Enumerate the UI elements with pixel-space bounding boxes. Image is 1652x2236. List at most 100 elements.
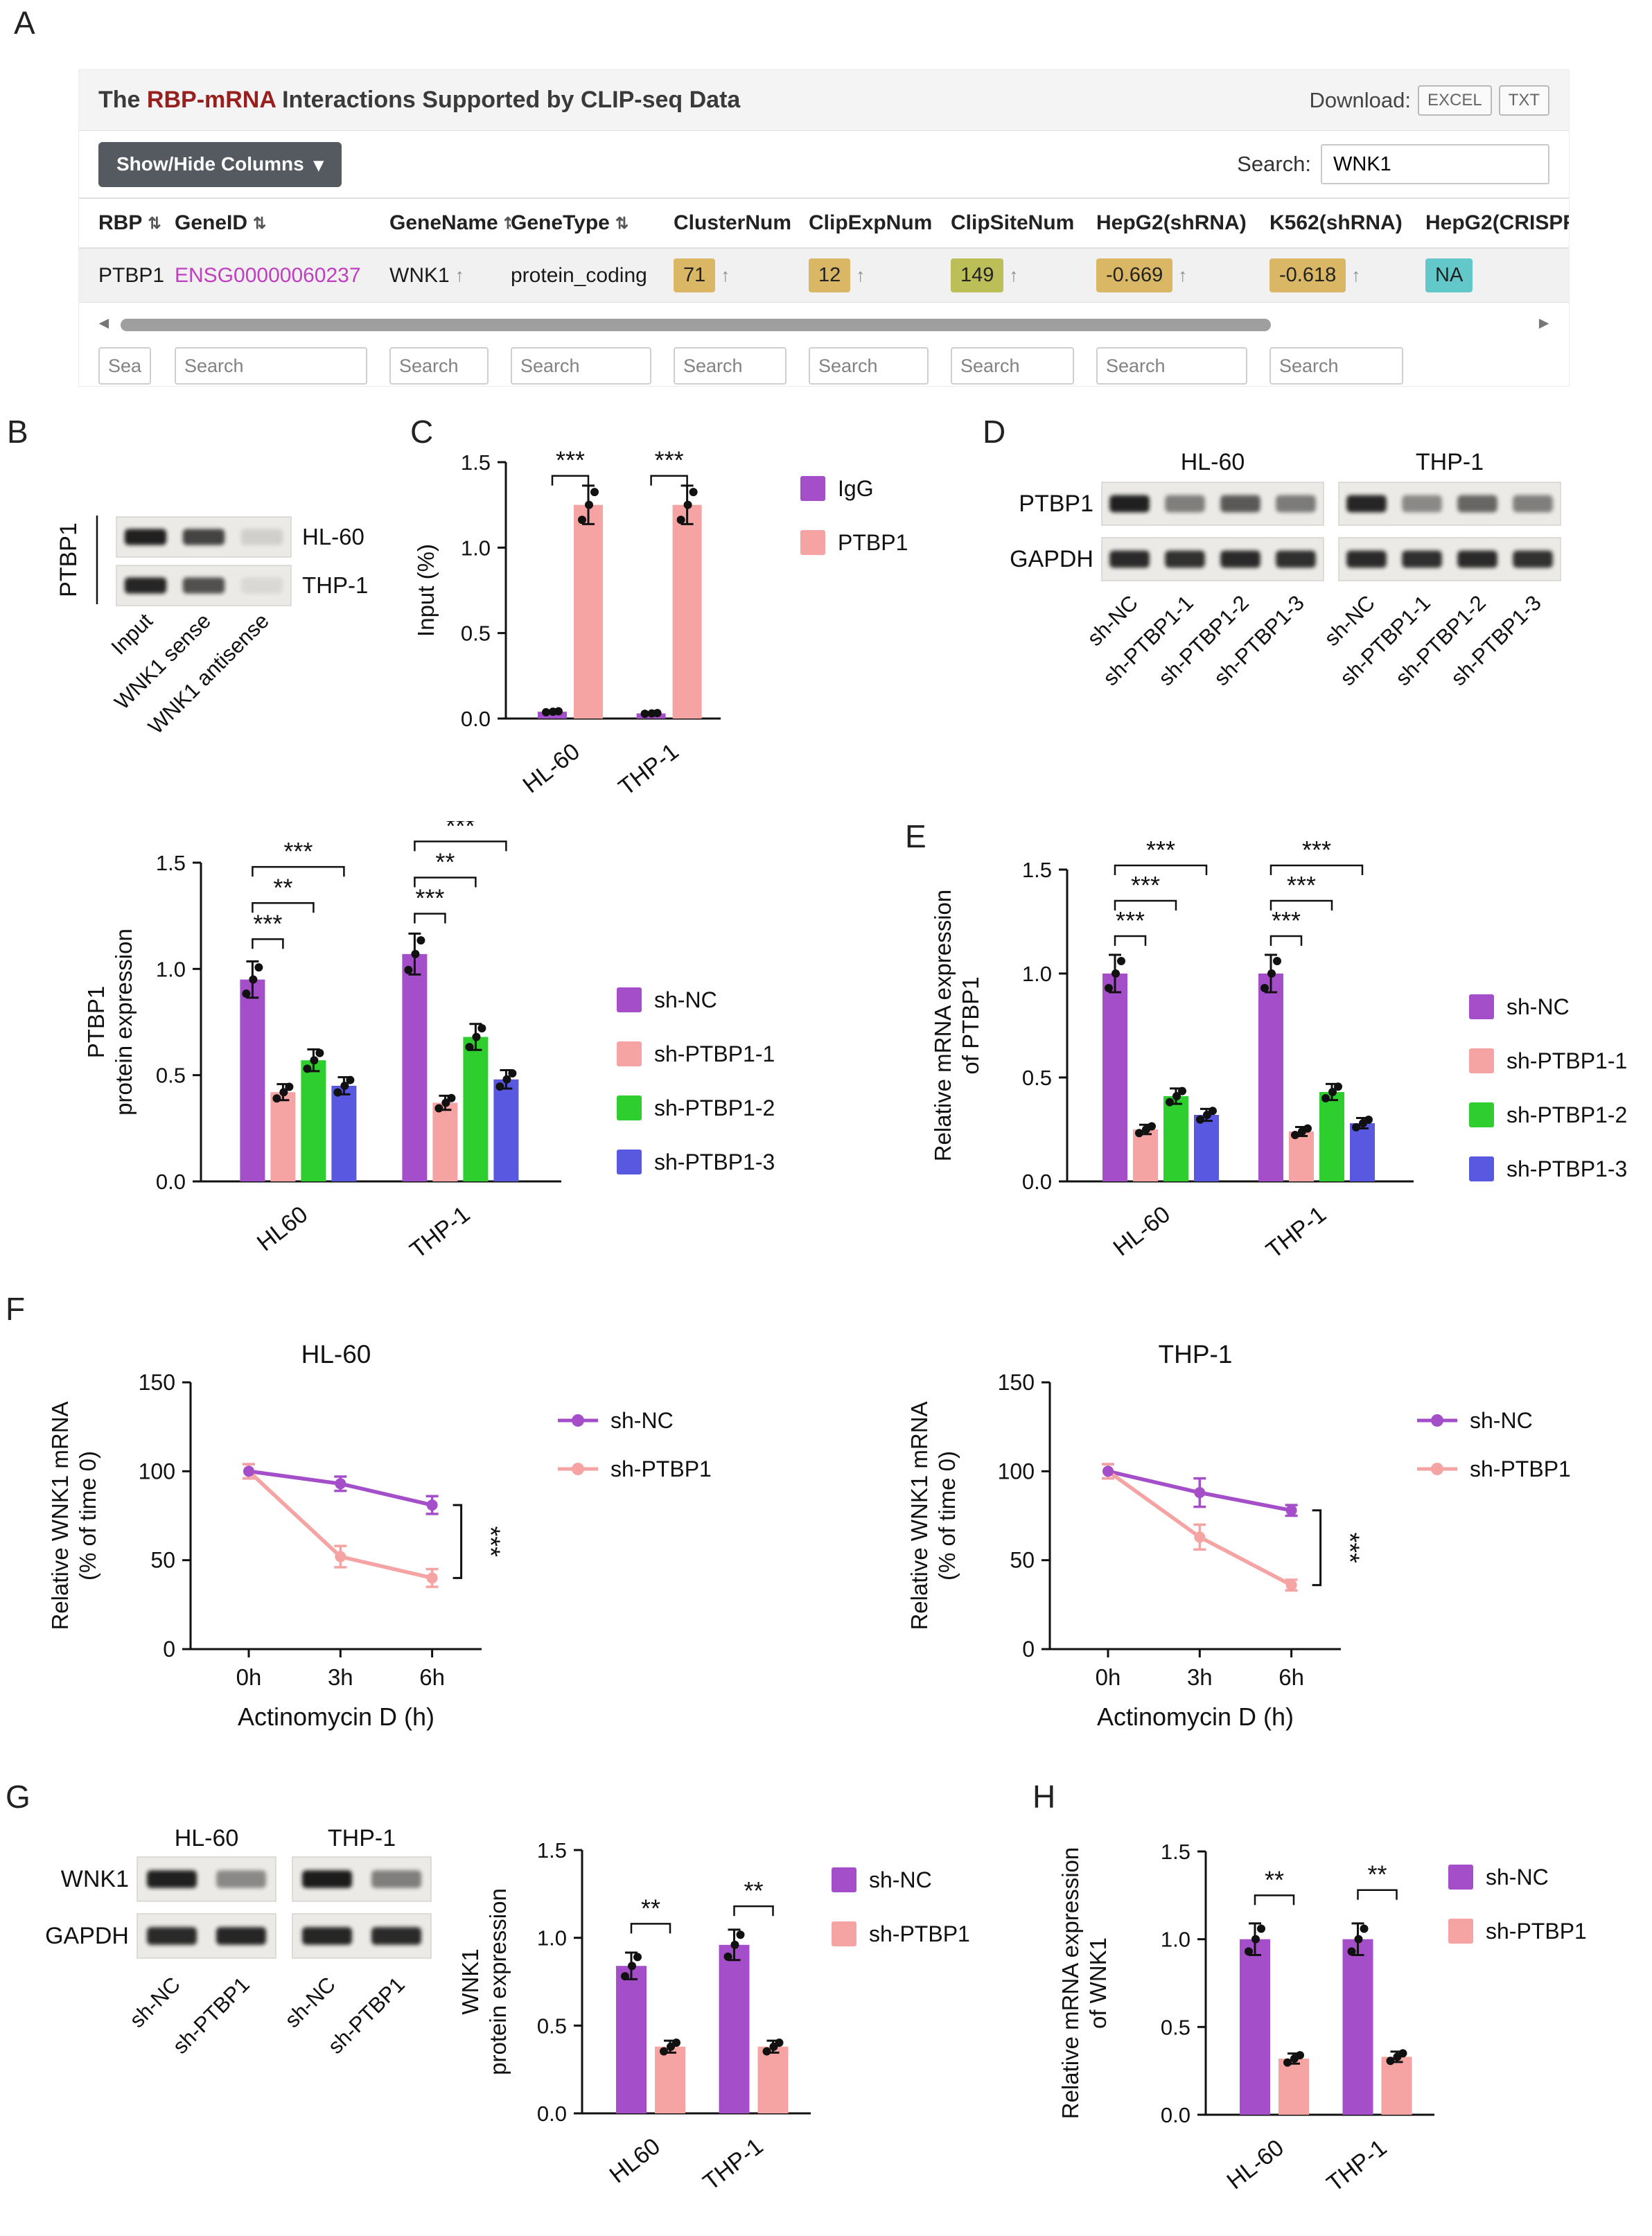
svg-text:sh-NC: sh-NC [610,1408,674,1433]
panel-c-rip-bar-chart: 0.0 0.5 1.0 1.5 Input (%) HL-60 THP-1 *** *** IgG… [388,424,956,826]
svg-text:THP-1: THP-1 [405,1201,475,1263]
scroll-left-icon[interactable]: ◄ [96,314,112,333]
svg-text:GAPDH: GAPDH [1010,546,1093,572]
value-chip: NA [1425,258,1473,292]
panel-h-wnk1-mrna-chart: 0.0 0.5 1.0 1.5 Relative mRNA expressionof W… [1046,1799,1642,2233]
svg-text:sh-PTBP1: sh-PTBP1 [1470,1456,1571,1481]
sort-up-icon: ↑ [1178,265,1188,285]
column-search-input-hepg2-shrna[interactable] [1096,347,1247,385]
column-search-input-geneid[interactable] [175,347,367,385]
sort-icon: ⇅ [504,214,511,233]
scrollbar-thumb[interactable] [121,319,1271,331]
column-search-input-rbp[interactable] [98,347,151,385]
column-header-label: ClipSiteNum [951,211,1075,234]
svg-text:PTBP1: PTBP1 [838,530,908,555]
svg-text:100: 100 [139,1459,175,1484]
svg-text:***: *** [556,446,585,475]
db-table-title: The RBP-mRNA Interactions Supported by C… [98,87,740,114]
column-header-label: HepG2(shRNA) [1096,211,1247,234]
svg-text:HL60: HL60 [252,1201,313,1256]
value-chip: -0.618 [1269,258,1346,292]
column-header-clipexpnum[interactable]: ClipExpNum [809,211,951,235]
svg-text:GAPDH: GAPDH [45,1923,129,1949]
svg-text:50: 50 [1010,1548,1035,1573]
cell-genetype: protein_coding [511,263,647,287]
svg-text:sh-PTBP1: sh-PTBP1 [1486,1919,1587,1944]
svg-text:HL-60: HL-60 [1109,1201,1175,1261]
svg-text:PTBP1: PTBP1 [1019,491,1093,517]
svg-text:3h: 3h [328,1664,353,1690]
sort-icon: ⇅ [615,213,629,232]
svg-text:HL-60: HL-60 [175,1825,239,1851]
cell-hepg2-shrna: -0.669 ↑ [1096,258,1269,292]
svg-text:Input: Input [106,608,157,660]
column-search-input-genetype[interactable] [511,347,651,385]
column-search-input-genename [389,347,489,385]
svg-text:150: 150 [998,1370,1035,1395]
value-chip: 149 [951,258,1004,292]
panel-g-wnk1-blot: HL-60 THP-1 WNK1 GAPDH sh-NC sh-PTBP1 sh-NC sh-… [21,1815,437,2203]
svg-text:**: ** [744,1876,763,1905]
svg-text:0: 0 [163,1637,175,1662]
panel-b-protein-bar-chart: 0.0 0.5 1.0 1.5 PTBP1protein expression HL60 T… [76,811,832,1299]
svg-text:0.5: 0.5 [156,1064,186,1088]
svg-text:sh-PTBP1-1: sh-PTBP1-1 [1506,1048,1627,1073]
panel-f-thp1-stability-chart: THP-1 0 50 100 150 Relative WNK1 mRNA(% of ti… [887,1330,1649,1788]
svg-text:6h: 6h [419,1664,445,1690]
download-txt-button[interactable]: TXT [1498,85,1549,116]
svg-text:Relative mRNA expressionof WNK: Relative mRNA expressionof WNK1 [1057,1847,1111,2120]
svg-text:1.5: 1.5 [1161,1840,1190,1864]
cell-geneid-link[interactable]: ENSG00000060237 [175,263,361,287]
svg-text:sh-PTBP1: sh-PTBP1 [323,1972,410,2059]
svg-text:HL-60: HL-60 [301,1340,371,1368]
svg-text:sh-NC: sh-NC [1486,1865,1549,1890]
column-header-clusternum[interactable]: ClusterNum [674,211,809,235]
column-search-input-clusternum[interactable] [674,347,787,385]
svg-text:THP-1: THP-1 [614,738,684,800]
svg-text:***: *** [1131,871,1160,899]
column-header-label: RBP [98,211,143,234]
panel-label-a: A [14,5,35,41]
column-search-input-clipsitenum[interactable] [951,347,1074,385]
scroll-right-icon[interactable]: ► [1536,314,1552,333]
title-prefix: The [98,87,147,113]
show-hide-columns-label: Show/Hide Columns [116,153,304,175]
svg-text:0h: 0h [236,1664,262,1690]
column-header-label: GeneID [175,211,248,234]
svg-text:1.5: 1.5 [461,450,491,475]
download-label: Download: [1309,87,1411,112]
svg-text:sh-NC: sh-NC [654,987,717,1012]
svg-text:1.0: 1.0 [537,1926,567,1951]
svg-text:1.5: 1.5 [156,851,186,875]
column-header-hepg2-shrna[interactable]: HepG2(shRNA) [1096,211,1269,235]
column-header-k562-shrna[interactable]: K562(shRNA) [1269,211,1425,235]
column-search-input-k562-shrna[interactable] [1269,347,1403,385]
svg-text:Relative WNK1 mRNA(% of time 0: Relative WNK1 mRNA(% of time 0) [47,1401,100,1630]
svg-text:sh-NC: sh-NC [280,1972,340,2032]
svg-text:PTBP1: PTBP1 [55,522,82,597]
sort-icon: ⇅ [253,213,267,232]
svg-text:sh-NC: sh-NC [125,1972,185,2032]
svg-text:6h: 6h [1278,1664,1304,1690]
svg-text:HL-60: HL-60 [302,524,364,549]
svg-text:PTBP1protein expression: PTBP1protein expression [83,928,137,1116]
svg-text:1.0: 1.0 [1022,962,1052,986]
column-search-input-clipexpnum[interactable] [809,347,929,385]
svg-text:IgG: IgG [838,476,874,501]
show-hide-columns-button[interactable]: Show/Hide Columns ▾ [98,141,342,187]
svg-text:***: *** [283,837,313,865]
column-header-geneid[interactable]: GeneID ⇅ [175,211,389,235]
column-header-clipsitenum[interactable]: ClipSiteNum [951,211,1096,235]
column-header-genetype[interactable]: GeneType ⇅ [511,211,674,235]
column-header-rbp[interactable]: RBP ⇅ [98,211,175,235]
global-search-input[interactable] [1321,144,1549,184]
svg-text:HL-60: HL-60 [518,738,585,798]
column-header-hepg2-crispr[interactable]: HepG2(CRISPR [1425,211,1569,235]
horizontal-scrollbar[interactable]: ◄ ► [91,310,1556,342]
svg-text:Actinomycin D (h): Actinomycin D (h) [1097,1702,1294,1731]
column-header-genename[interactable]: GeneName ⇅ [389,211,511,235]
download-excel-button[interactable]: EXCEL [1417,85,1492,116]
svg-text:HL-60: HL-60 [1222,2134,1289,2194]
svg-text:0.5: 0.5 [1022,1066,1052,1090]
svg-text:THP-1: THP-1 [328,1825,396,1851]
